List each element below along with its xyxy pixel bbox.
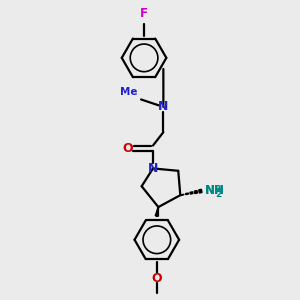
Polygon shape [190, 192, 193, 194]
Text: N: N [148, 162, 158, 175]
Polygon shape [181, 194, 184, 195]
Polygon shape [194, 190, 197, 194]
Text: O: O [152, 272, 162, 285]
Text: NH: NH [205, 184, 225, 197]
Text: N: N [158, 100, 169, 113]
Text: O: O [123, 142, 133, 155]
Polygon shape [186, 193, 188, 195]
Text: 2: 2 [215, 190, 221, 199]
Polygon shape [155, 207, 158, 216]
Text: NH: NH [204, 184, 224, 197]
Text: Me: Me [120, 87, 137, 97]
Text: 2: 2 [214, 185, 220, 194]
Polygon shape [199, 189, 202, 193]
Text: F: F [140, 7, 148, 20]
